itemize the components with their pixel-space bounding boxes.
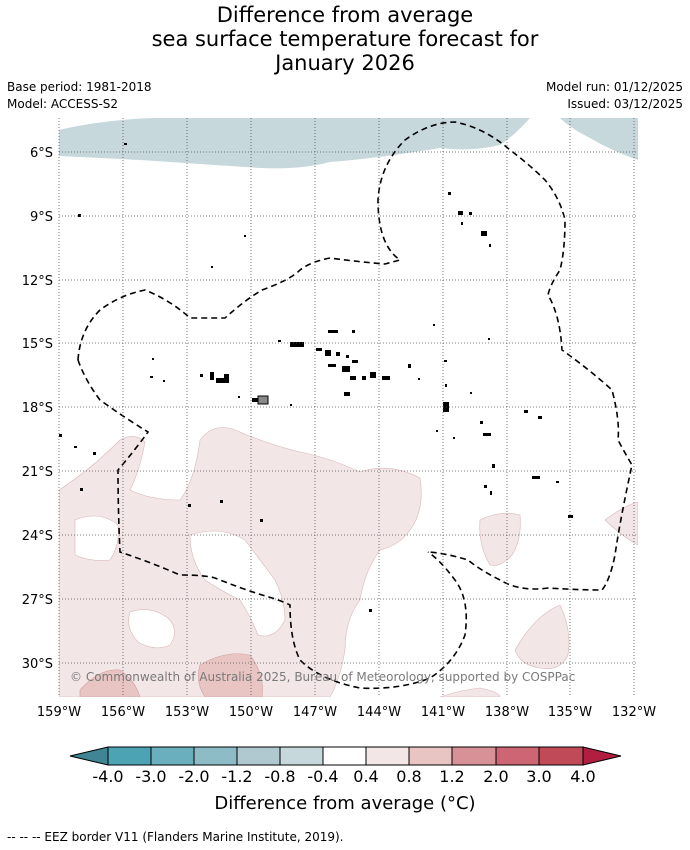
issued-date: Issued: 03/12/2025 xyxy=(567,97,683,111)
colorbar-tick-label: -2.0 xyxy=(178,767,209,786)
eez-legend-text: -- -- -- EEZ border V11 (Flanders Marine… xyxy=(7,830,344,844)
colorbar-tick-label: 4.0 xyxy=(570,767,595,786)
colorbar-segment xyxy=(236,746,281,766)
lon-label: 135°W xyxy=(548,705,592,720)
warm-anomaly-region-east-1 xyxy=(479,513,521,566)
latitude-labels: 6°S 9°S 12°S 15°S 18°S 21°S 24°S 27°S 30… xyxy=(22,146,53,672)
model-run: Model run: 01/12/2025 xyxy=(545,80,683,94)
lon-label: 132°W xyxy=(612,705,656,720)
meta-left: Base period: 1981-2018 Model: ACCESS-S2 xyxy=(7,79,152,113)
colorbar-tick-label: 0.8 xyxy=(396,767,421,786)
lat-label: 21°S xyxy=(22,465,53,480)
lat-label: 24°S xyxy=(22,529,53,544)
title-line-1: Difference from average xyxy=(216,3,474,27)
colorbar xyxy=(69,746,622,766)
lat-label: 9°S xyxy=(30,210,53,225)
colorbar-ticks: -4.0 -3.0 -2.0 -1.2 -0.8 -0.4 0.4 0.8 1.… xyxy=(92,767,595,786)
lat-label: 6°S xyxy=(30,146,53,161)
colorbar-segment xyxy=(451,746,497,766)
neutral-hole-1 xyxy=(189,530,286,637)
colorbar-tick-label: 2.0 xyxy=(483,767,508,786)
neutral-hole-2 xyxy=(128,609,175,649)
model-name: Model: ACCESS-S2 xyxy=(7,97,119,111)
base-period: Base period: 1981-2018 xyxy=(7,80,152,94)
lon-label: 156°W xyxy=(101,705,145,720)
warm-anomaly-strong-2 xyxy=(198,653,263,697)
warm-anomaly-region-south xyxy=(439,687,501,697)
title-line-3: January 2026 xyxy=(275,51,415,75)
lat-label: 12°S xyxy=(22,274,53,289)
lat-label: 18°S xyxy=(22,401,53,416)
colorbar-tick-label: -1.2 xyxy=(221,767,252,786)
colorbar-tick-label: -3.0 xyxy=(135,767,166,786)
lon-label: 147°W xyxy=(293,705,337,720)
warm-anomaly-region-east-3 xyxy=(604,501,638,546)
colorbar-tick-label: 3.0 xyxy=(526,767,551,786)
neutral-hole-3 xyxy=(74,515,119,561)
colorbar-segment xyxy=(365,746,410,766)
colorbar-extend-low xyxy=(69,746,109,766)
chart-title: Difference from average sea surface temp… xyxy=(0,3,690,75)
colorbar-tick-label: -0.8 xyxy=(264,767,295,786)
copyright-text: © Commonwealth of Australia 2025, Bureau… xyxy=(70,670,575,684)
colorbar-tick-label: 1.2 xyxy=(439,767,464,786)
colorbar-segment xyxy=(538,746,584,766)
longitude-labels: 159°W 156°W 153°W 150°W 147°W 144°W 141°… xyxy=(37,705,656,720)
warm-anomaly-strong-1 xyxy=(79,669,141,697)
colorbar-tick-label: -4.0 xyxy=(92,767,123,786)
lat-label: 15°S xyxy=(22,337,53,352)
lon-label: 138°W xyxy=(485,705,529,720)
colorbar-label: Difference from average (°C) xyxy=(214,793,476,814)
meta-right: Model run: 01/12/2025 Issued: 03/12/2025 xyxy=(546,79,683,113)
colorbar-segment xyxy=(279,746,324,766)
cool-anomaly-region xyxy=(59,118,530,169)
lon-label: 153°W xyxy=(165,705,209,720)
colorbar-segment xyxy=(408,746,453,766)
lat-label: 27°S xyxy=(22,593,53,608)
graticule xyxy=(58,118,638,697)
lon-label: 141°W xyxy=(421,705,465,720)
colorbar-segment xyxy=(495,746,540,766)
eez-border-loop xyxy=(77,359,468,690)
colorbar-tick-label: -0.4 xyxy=(307,767,338,786)
colorbar-segment xyxy=(322,746,367,766)
warm-anomaly-region-east-2 xyxy=(514,604,570,669)
lon-label: 150°W xyxy=(229,705,273,720)
colorbar-segment xyxy=(193,746,238,766)
lon-label: 159°W xyxy=(37,705,81,720)
colorbar-tick-label: 0.4 xyxy=(353,767,378,786)
lon-label: 144°W xyxy=(357,705,401,720)
lat-label: 30°S xyxy=(22,657,53,672)
eez-border-cook-islands xyxy=(77,121,633,591)
cool-anomaly-region-east xyxy=(560,118,638,160)
colorbar-segment xyxy=(150,746,195,766)
colorbar-segment xyxy=(107,746,152,766)
title-line-2: sea surface temperature forecast for xyxy=(151,27,539,51)
map-area xyxy=(59,118,638,697)
colorbar-extend-high xyxy=(582,746,622,766)
